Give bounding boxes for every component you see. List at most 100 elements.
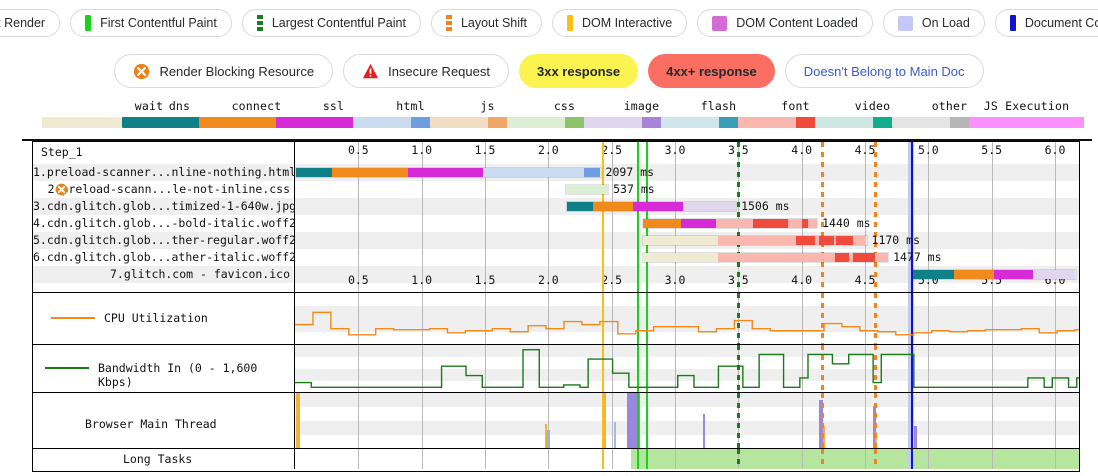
axis-tick: 4.0 bbox=[791, 143, 813, 157]
document-complete-line bbox=[910, 345, 913, 392]
request-row[interactable]: 3. cdn.glitch.glob...timized-1-640w.jpg bbox=[33, 198, 296, 215]
request-duration: 1170 ms bbox=[871, 233, 920, 247]
request-bar[interactable] bbox=[911, 269, 1077, 280]
legend-chip-first-contentful-paint[interactable]: First Contentful Paint bbox=[70, 9, 232, 37]
gridline bbox=[485, 345, 486, 392]
bar-segment bbox=[483, 168, 585, 177]
request-index: 1. bbox=[33, 165, 47, 179]
marker-layout-shift-1 bbox=[820, 293, 824, 344]
bar-swatch bbox=[566, 15, 573, 31]
marker-largest-contentful-paint bbox=[737, 449, 741, 469]
gridline bbox=[548, 345, 550, 392]
row-stripe bbox=[295, 306, 1079, 319]
gridline bbox=[358, 142, 360, 292]
request-url: glitch.com - favicon.ico bbox=[123, 267, 290, 281]
legend-chip-label: On Load bbox=[921, 16, 970, 30]
legend-chip-dom-content-loaded[interactable]: DOM Content Loaded bbox=[697, 9, 873, 37]
gridline bbox=[991, 449, 993, 469]
request-row[interactable]: 5. cdn.glitch.glob...ther-regular.woff2 bbox=[33, 232, 296, 249]
gridline bbox=[675, 345, 676, 392]
type-legend-label: video bbox=[854, 99, 891, 113]
axis-tick: 2.5 bbox=[601, 143, 623, 157]
legend-chip-dom-interactive[interactable]: DOM Interactive bbox=[551, 9, 688, 37]
main-thread-activity bbox=[823, 426, 826, 448]
axis-tick: 2.0 bbox=[537, 143, 559, 157]
axis-tick: 4.5 bbox=[854, 143, 876, 157]
marker-largest-contentful-paint bbox=[737, 393, 741, 448]
request-index: 3. bbox=[33, 199, 47, 213]
bar-segment bbox=[753, 219, 789, 228]
bar-segment bbox=[836, 236, 853, 245]
legend-chip-xx-response[interactable]: 3xx response bbox=[518, 54, 639, 88]
bar-segment bbox=[643, 236, 719, 245]
legend-chip-label: First Contentful Paint bbox=[100, 16, 217, 30]
marker-on-load bbox=[907, 449, 914, 469]
axis-tick: 4.5 bbox=[854, 273, 876, 287]
request-bar[interactable] bbox=[564, 184, 610, 195]
axis-tick: 4.0 bbox=[791, 273, 813, 287]
legend-chip-insecure-request[interactable]: Insecure Request bbox=[343, 54, 509, 88]
marker-on-load bbox=[907, 142, 914, 292]
legend-chip-largest-contentful-paint[interactable]: Largest Contentful Paint bbox=[241, 9, 421, 37]
document-complete-line bbox=[910, 393, 913, 448]
legend-chip-start-render[interactable]: Start Render bbox=[0, 9, 61, 37]
document-complete-line bbox=[910, 449, 913, 469]
request-url: cdn.glitch.glob...ther-regular.woff2 bbox=[46, 233, 297, 247]
request-bar[interactable] bbox=[642, 235, 868, 246]
bar-segment bbox=[643, 219, 681, 228]
legend-chip-doesn-t-belong-to-main-doc[interactable]: Doesn't Belong to Main Doc bbox=[784, 54, 984, 88]
axis-tick: 5.0 bbox=[917, 143, 939, 157]
bar-segment bbox=[1032, 270, 1076, 279]
legend-chip-document-complete[interactable]: Document Complete bbox=[994, 9, 1098, 37]
legend-chip-xx-response[interactable]: 4xx+ response bbox=[648, 54, 775, 88]
legend-chip-label: Insecure Request bbox=[388, 63, 490, 79]
legend-chip-render-blocking-resource[interactable]: Render Blocking Resource bbox=[114, 54, 334, 88]
bar-segment bbox=[875, 253, 889, 262]
marker-layout-shift-2 bbox=[874, 449, 878, 469]
bar-segment bbox=[994, 270, 1033, 279]
request-row[interactable]: 1. preload-scanner...nline-nothing.html bbox=[33, 164, 296, 181]
marker-first-contentful-paint bbox=[646, 293, 649, 344]
request-url: cdn.glitch.glob...ather-italic.woff2 bbox=[46, 250, 297, 264]
axis-tick: 5.5 bbox=[981, 143, 1003, 157]
request-url: preload-scann...le-not-inline.css bbox=[61, 182, 290, 196]
gridline bbox=[675, 449, 676, 469]
type-legend-label: dns bbox=[168, 99, 191, 113]
request-duration: 537 ms bbox=[613, 182, 655, 196]
gridline bbox=[485, 393, 486, 448]
request-row[interactable]: 2. preload-scann...le-not-inline.css bbox=[33, 181, 290, 198]
gridline bbox=[485, 449, 486, 469]
bar-swatch bbox=[445, 15, 452, 31]
request-bar[interactable] bbox=[566, 201, 738, 212]
marker-on-load bbox=[907, 393, 914, 448]
legend-chip-layout-shift[interactable]: Layout Shift bbox=[430, 9, 542, 37]
marker-dom-interactive bbox=[601, 449, 604, 469]
gridline bbox=[928, 293, 930, 344]
bandwidth-label: Bandwidth In (0 - 1,600 Kbps) bbox=[98, 361, 258, 389]
bandwidth-label-column: Bandwidth In (0 - 1,600 Kbps) bbox=[33, 345, 295, 392]
request-row[interactable]: 4. cdn.glitch.glob...-bold-italic.woff2 bbox=[33, 215, 296, 232]
legend-chip-on-load[interactable]: On Load bbox=[882, 9, 985, 37]
bar-segment bbox=[815, 236, 819, 245]
gridline bbox=[675, 142, 676, 292]
bar-segment bbox=[565, 185, 609, 194]
marker-largest-contentful-paint bbox=[737, 293, 741, 344]
request-bar[interactable] bbox=[295, 167, 602, 178]
gridline bbox=[421, 345, 423, 392]
gridline bbox=[675, 293, 676, 344]
square-swatch bbox=[897, 15, 913, 31]
waterfall-chart[interactable]: Step_1 1. preload-scanner...nline-nothin… bbox=[32, 141, 1080, 472]
request-duration: 1477 ms bbox=[893, 250, 942, 264]
legend-chip-label: Render Blocking Resource bbox=[159, 63, 315, 79]
request-row[interactable]: 7. glitch.com - favicon.ico bbox=[33, 266, 290, 283]
bar-swatch bbox=[1009, 15, 1016, 31]
request-bar[interactable] bbox=[642, 218, 819, 229]
request-duration: 1440 ms bbox=[822, 216, 871, 230]
gridline bbox=[421, 449, 423, 469]
requests-plot[interactable]: 0.51.01.52.02.53.03.54.04.55.05.56.00.51… bbox=[295, 142, 1079, 292]
bandwidth-plot bbox=[295, 345, 1079, 392]
gridline bbox=[801, 393, 803, 448]
request-bar[interactable] bbox=[642, 252, 890, 263]
request-row[interactable]: 6. cdn.glitch.glob...ather-italic.woff2 bbox=[33, 249, 296, 266]
gridline bbox=[611, 142, 613, 292]
